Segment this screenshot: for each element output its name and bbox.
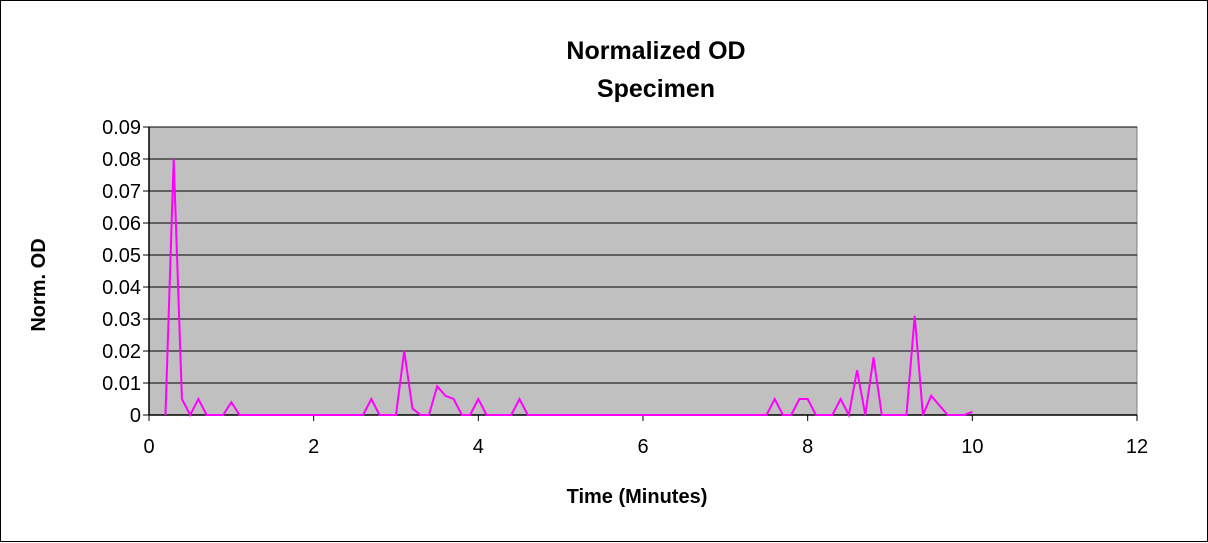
chart-title-line-1: Normalized OD (566, 37, 745, 65)
series-line (164, 158, 973, 419)
y-tick-label: 0.01 (102, 373, 141, 395)
y-tick-label: 0.06 (102, 213, 141, 235)
y-tick-label: 0.02 (102, 341, 141, 363)
series-layer (164, 158, 973, 419)
y-tick-label: 0.07 (102, 181, 141, 203)
y-tick-label: 0 (130, 405, 141, 427)
plot-area (148, 126, 1138, 416)
chart-title-line-2: Specimen (597, 75, 715, 103)
y-tick-label: 0.05 (102, 245, 141, 267)
x-tick-label: 12 (1126, 436, 1148, 458)
tick-labels: 0 0.01 0.02 0.03 0.04 0.05 0.06 0.07 0.08 0.09 0 2 4… (102, 117, 1148, 458)
y-tick-label: 0.04 (102, 277, 141, 299)
y-axis-title: Norm. OD (28, 238, 50, 331)
x-tick-label: 0 (143, 436, 154, 458)
x-axis-title: Time (Minutes) (567, 486, 708, 508)
gridlines (149, 126, 1137, 384)
x-tick-label: 6 (637, 436, 648, 458)
x-tick-label: 4 (473, 436, 484, 458)
x-tick-label: 8 (802, 436, 813, 458)
x-tick-label: 2 (308, 436, 319, 458)
y-tick-label: 0.09 (102, 117, 141, 139)
y-tick-label: 0.03 (102, 309, 141, 331)
y-tick-label: 0.08 (102, 149, 141, 171)
x-tick-label: 10 (961, 436, 983, 458)
